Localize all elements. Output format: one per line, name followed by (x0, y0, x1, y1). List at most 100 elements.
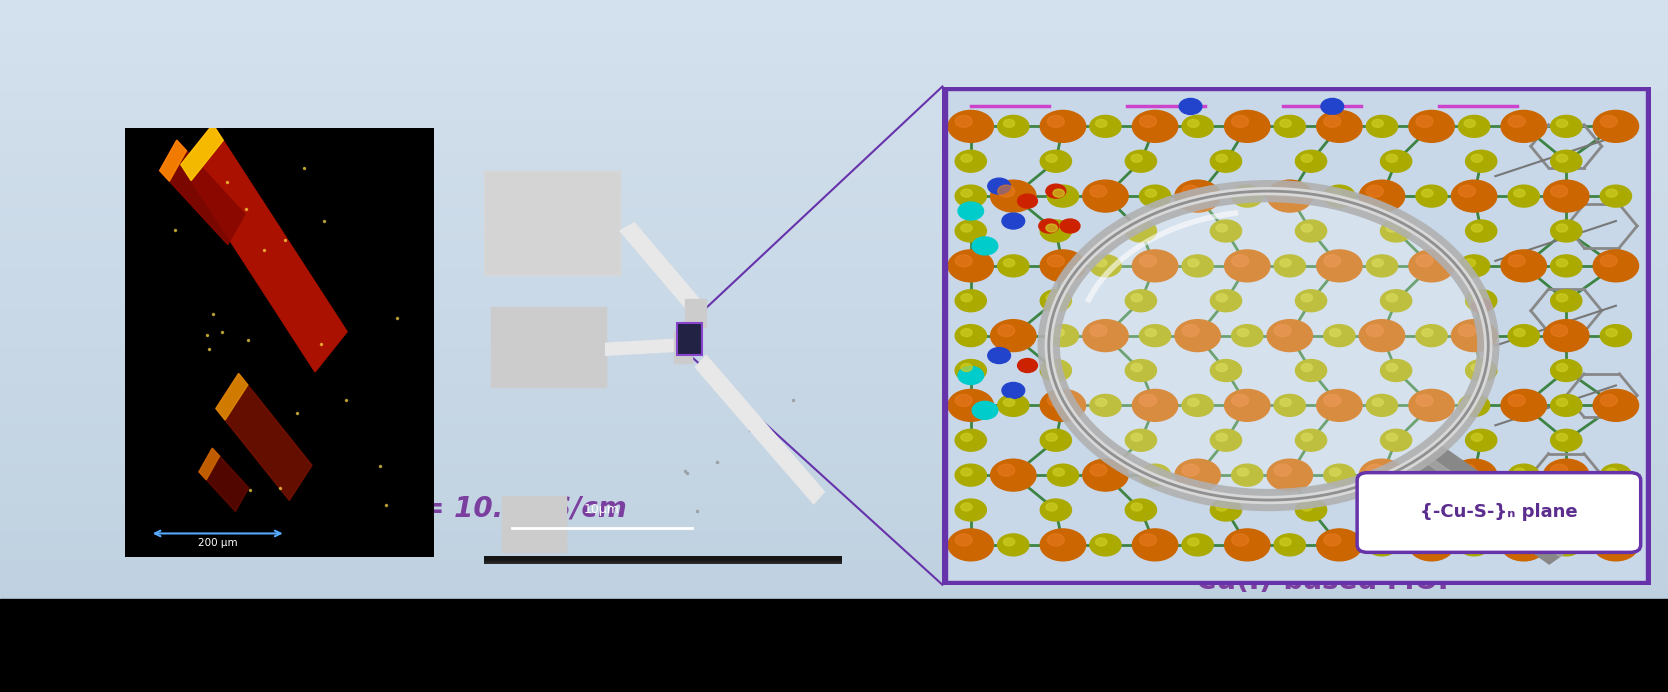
Bar (0, 567, 1668, 569)
Bar (0, 26, 1668, 27)
Polygon shape (696, 355, 824, 504)
Circle shape (1089, 464, 1108, 476)
Bar (0, 175, 1668, 176)
Circle shape (1508, 116, 1525, 127)
Circle shape (1224, 529, 1269, 561)
Circle shape (1211, 360, 1241, 381)
Circle shape (1131, 294, 1143, 302)
Circle shape (1416, 116, 1433, 127)
Bar (0, 466, 1668, 467)
Bar (0, 397, 1668, 398)
Circle shape (1556, 538, 1568, 546)
Circle shape (1139, 464, 1171, 486)
Bar (484, 556, 842, 561)
Circle shape (1004, 538, 1014, 546)
Bar (0, 286, 1668, 287)
Circle shape (1466, 429, 1496, 451)
Bar (484, 559, 842, 563)
Bar (484, 560, 842, 564)
Circle shape (1416, 185, 1448, 207)
Circle shape (1606, 189, 1618, 197)
Bar (0, 94, 1668, 95)
Circle shape (1224, 390, 1269, 421)
Circle shape (961, 154, 972, 162)
Bar (0, 530, 1668, 531)
Circle shape (1409, 250, 1454, 282)
Circle shape (1381, 360, 1411, 381)
Circle shape (961, 363, 972, 372)
Bar (484, 560, 842, 564)
Bar (484, 558, 842, 562)
Bar (0, 121, 1668, 122)
Bar (0, 85, 1668, 86)
Circle shape (1543, 320, 1590, 352)
Circle shape (1211, 220, 1241, 242)
Circle shape (1126, 499, 1156, 521)
Bar (0, 156, 1668, 157)
Bar (0, 483, 1668, 485)
Bar (0, 537, 1668, 538)
Circle shape (956, 394, 972, 406)
Bar (0, 292, 1668, 293)
Bar (0, 510, 1668, 512)
Bar (0, 367, 1668, 368)
Bar (0, 21, 1668, 22)
Circle shape (1301, 433, 1313, 441)
Circle shape (1179, 98, 1203, 114)
Bar (0, 565, 1668, 567)
Bar (0, 126, 1668, 127)
Circle shape (1238, 189, 1249, 197)
Circle shape (1231, 116, 1249, 127)
Bar (484, 557, 842, 561)
Bar (0, 76, 1668, 78)
Bar (0, 596, 1668, 597)
Bar (490, 307, 605, 388)
Bar (0, 503, 1668, 504)
Circle shape (961, 433, 972, 441)
Bar (0, 235, 1668, 237)
Circle shape (1466, 499, 1496, 521)
Circle shape (1268, 180, 1313, 212)
Bar (0, 415, 1668, 416)
Bar (484, 557, 842, 561)
Circle shape (1508, 464, 1540, 486)
Circle shape (1133, 250, 1178, 282)
Bar (0, 498, 1668, 500)
Bar (0, 358, 1668, 359)
Bar (0, 149, 1668, 151)
Circle shape (1089, 325, 1108, 336)
Circle shape (1381, 290, 1411, 311)
Bar (0, 344, 1668, 346)
Circle shape (1048, 255, 1064, 267)
Circle shape (1465, 538, 1476, 546)
Bar (484, 558, 842, 562)
Circle shape (1458, 116, 1490, 137)
Bar (0, 232, 1668, 233)
Bar (0, 476, 1668, 477)
Bar (0, 389, 1668, 390)
Polygon shape (180, 125, 224, 181)
Bar (0, 477, 1668, 479)
Bar (0, 480, 1668, 482)
Bar (484, 556, 842, 561)
Circle shape (1188, 399, 1199, 406)
Bar (0, 516, 1668, 518)
Bar (0, 202, 1668, 203)
Circle shape (1551, 150, 1581, 172)
Circle shape (1274, 464, 1291, 476)
Bar (0, 362, 1668, 363)
Bar (0, 581, 1668, 582)
Circle shape (1041, 290, 1071, 311)
Polygon shape (1419, 454, 1566, 556)
Bar (0, 253, 1668, 255)
Bar (0, 162, 1668, 163)
Circle shape (1316, 390, 1363, 421)
Bar (0, 3, 1668, 4)
Circle shape (1041, 150, 1071, 172)
Bar (0, 311, 1668, 313)
Bar (0, 521, 1668, 522)
Circle shape (1274, 255, 1306, 277)
Bar (0, 226, 1668, 228)
Bar (0, 419, 1668, 421)
Circle shape (1551, 185, 1568, 197)
